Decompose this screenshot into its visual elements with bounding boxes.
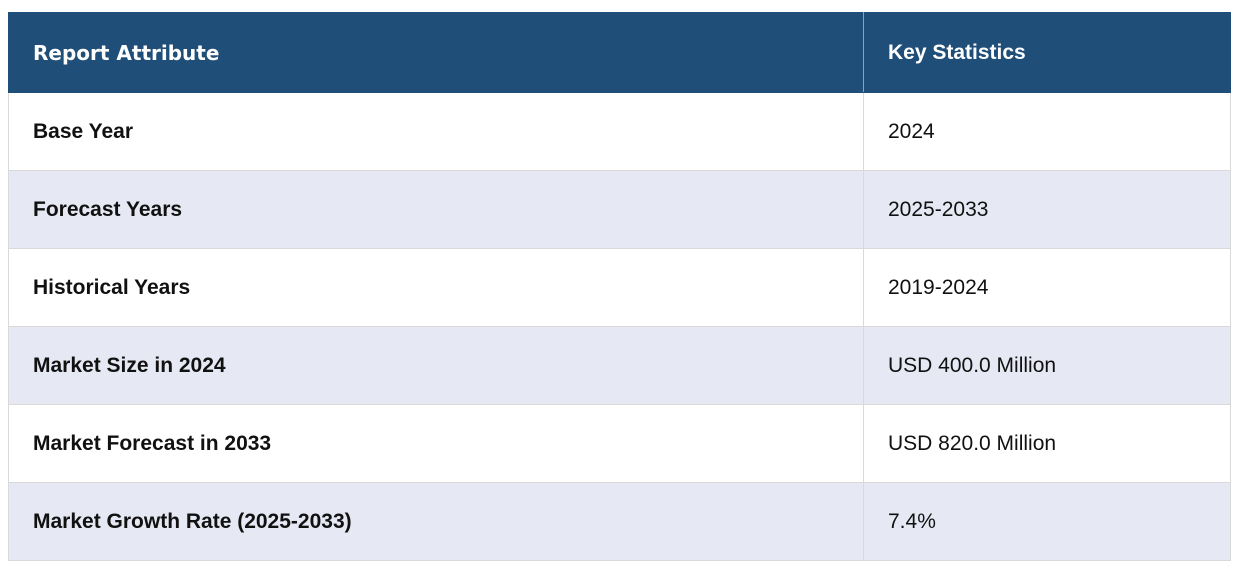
row-attribute-historical-years: Historical Years: [8, 248, 864, 327]
header-report-attribute: Report Attribute: [8, 12, 864, 93]
row-value-historical-years: 2019-2024: [863, 248, 1231, 327]
table-row: Historical Years 2019-2024: [8, 248, 1231, 327]
table-body: Base Year 2024 Forecast Years 2025-2033 …: [8, 92, 1231, 561]
header-key-statistics: Key Statistics: [863, 12, 1231, 93]
report-table-container: Report Attribute Key Statistics Base Yea…: [8, 12, 1231, 561]
row-value-market-size: USD 400.0 Million: [863, 326, 1231, 405]
report-attributes-table: Report Attribute Key Statistics Base Yea…: [8, 12, 1231, 561]
table-row: Base Year 2024: [8, 92, 1231, 171]
row-value-forecast-years: 2025-2033: [863, 170, 1231, 249]
table-header: Report Attribute Key Statistics: [8, 12, 1231, 93]
row-value-market-forecast: USD 820.0 Million: [863, 404, 1231, 483]
row-attribute-base-year: Base Year: [8, 92, 864, 171]
table-row: Forecast Years 2025-2033: [8, 170, 1231, 249]
table-row: Market Size in 2024 USD 400.0 Million: [8, 326, 1231, 405]
table-row: Market Growth Rate (2025-2033) 7.4%: [8, 482, 1231, 561]
table-row: Market Forecast in 2033 USD 820.0 Millio…: [8, 404, 1231, 483]
row-attribute-forecast-years: Forecast Years: [8, 170, 864, 249]
row-attribute-market-size: Market Size in 2024: [8, 326, 864, 405]
row-value-base-year: 2024: [863, 92, 1231, 171]
row-attribute-market-forecast: Market Forecast in 2033: [8, 404, 864, 483]
row-attribute-growth-rate: Market Growth Rate (2025-2033): [8, 482, 864, 561]
row-value-growth-rate: 7.4%: [863, 482, 1231, 561]
header-row: Report Attribute Key Statistics: [8, 12, 1231, 93]
